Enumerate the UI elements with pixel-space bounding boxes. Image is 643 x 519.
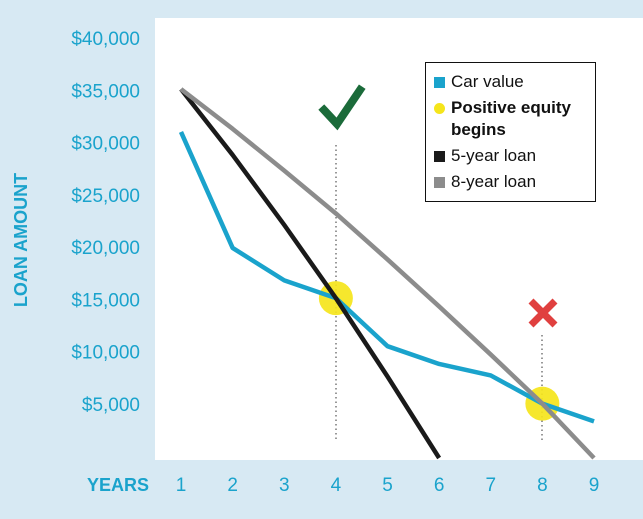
x-tick-label: 5 [382, 475, 393, 496]
legend-swatch [434, 103, 445, 114]
legend-swatch [434, 177, 445, 188]
x-tick-label: 2 [227, 475, 238, 496]
legend-label: 5-year loan [451, 146, 537, 165]
x-axis-title: YEARS [87, 475, 149, 495]
y-tick-label: $10,000 [71, 343, 140, 364]
legend-swatch [434, 77, 445, 88]
legend: Car value Positive equity begins 5-year lo… [425, 62, 596, 202]
y-tick-label: $15,000 [71, 290, 140, 311]
y-tick-label: $40,000 [71, 29, 140, 50]
y-axis-title: LOAN AMOUNT [11, 173, 31, 307]
legend-entry: 8-year loan [426, 169, 595, 195]
line-series [179, 87, 442, 460]
cross-icon [528, 298, 558, 328]
legend-swatch [434, 151, 445, 162]
legend-entry: Positive equity begins [426, 95, 595, 143]
check-icon [318, 84, 366, 131]
legend-entry: 5-year loan [426, 143, 595, 169]
legend-label: 8-year loan [451, 172, 537, 191]
x-tick-label: 6 [434, 475, 445, 496]
x-tick-label: 8 [537, 475, 548, 496]
line-series [179, 87, 596, 460]
x-tick-label: 9 [589, 475, 600, 496]
y-tick-label: $5,000 [82, 395, 140, 416]
y-tick-label: $25,000 [71, 186, 140, 207]
line-series [178, 131, 595, 424]
x-tick-label: 4 [331, 475, 342, 496]
y-tick-label: $35,000 [71, 81, 140, 102]
x-tick-label: 3 [279, 475, 290, 496]
y-tick-label: $30,000 [71, 134, 140, 155]
y-tick-label: $20,000 [71, 238, 140, 259]
legend-label: Positive equity begins [451, 98, 571, 139]
x-tick-label: 7 [485, 475, 496, 496]
legend-entry: Car value [426, 69, 595, 95]
x-tick-label: 1 [176, 475, 187, 496]
legend-label: Car value [451, 72, 524, 91]
